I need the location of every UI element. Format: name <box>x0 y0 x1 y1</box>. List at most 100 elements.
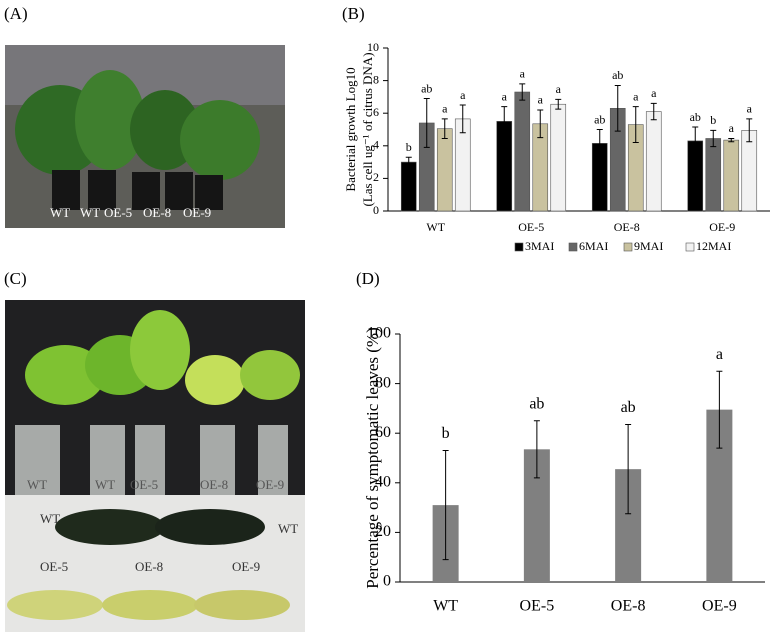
error-bar <box>442 450 449 561</box>
bar <box>514 91 531 212</box>
photo-label: OE-8 <box>200 477 228 492</box>
significance-letter: a <box>460 88 466 102</box>
panel-label: (D) <box>356 269 380 288</box>
significance-letter: a <box>716 346 723 363</box>
legend-swatch <box>685 242 695 252</box>
error-bar <box>555 98 562 110</box>
significance-letter: ab <box>594 112 605 126</box>
legend-label: 12MAI <box>696 239 731 253</box>
photo-c: WT WT OE-5 OE-8 OE-9 WT WT OE-5 OE-8 OE-… <box>5 300 305 632</box>
significance-letter: b <box>442 425 450 442</box>
error-bar <box>596 129 603 158</box>
error-bar <box>710 129 717 148</box>
x-tick-label: OE-5 <box>520 598 555 615</box>
photo-label: OE-5 <box>104 205 132 220</box>
error-bar <box>746 118 753 143</box>
photo-label: OE-5 <box>130 477 158 492</box>
error-bar <box>537 109 544 139</box>
y-tick-label: 10 <box>367 40 379 54</box>
y-axis-label: Bacterial growth Log10 <box>343 67 358 191</box>
photo-label: OE-9 <box>232 559 260 574</box>
x-tick-label: WT <box>433 598 458 615</box>
error-bar <box>533 420 540 479</box>
error-bar <box>632 106 639 144</box>
significance-letter: ab <box>621 399 636 416</box>
photo-label: WT <box>278 521 298 536</box>
bar <box>705 138 722 212</box>
bar <box>550 103 567 212</box>
significance-letter: a <box>442 102 448 116</box>
legend-label: 9MAI <box>634 239 663 253</box>
legend-swatch <box>623 242 633 252</box>
legend-swatch <box>568 242 578 252</box>
significance-letter: ab <box>690 110 701 124</box>
error-bar <box>405 156 412 168</box>
significance-letter: b <box>710 113 716 127</box>
x-tick-label: OE-5 <box>518 220 544 234</box>
significance-letter: a <box>729 121 735 135</box>
significance-letter: a <box>502 89 508 103</box>
x-tick-label: OE-9 <box>709 220 735 234</box>
bar <box>741 130 758 212</box>
significance-letter: a <box>520 67 526 81</box>
y-tick-label: 80 <box>375 374 391 391</box>
photo-a: WT WT OE-5 OE-8 OE-9 <box>5 45 285 228</box>
panel-label: (B) <box>342 4 365 23</box>
legend-label: 6MAI <box>579 239 608 253</box>
photo-label: OE-8 <box>135 559 163 574</box>
bar <box>723 139 740 212</box>
y-tick-label: 40 <box>375 473 391 490</box>
significance-letter: ab <box>612 68 623 82</box>
photo-label: OE-9 <box>183 205 211 220</box>
y-axis-label: Percentage of symptomatic leaves (%) <box>363 327 382 589</box>
error-bar <box>519 83 526 101</box>
error-bar <box>501 106 508 137</box>
error-bar <box>716 370 723 449</box>
y-tick-label: 6 <box>373 105 379 119</box>
photo-label: WT <box>95 477 115 492</box>
photo-label: OE-9 <box>256 477 284 492</box>
bar <box>436 128 453 212</box>
y-tick-label: 8 <box>373 72 379 86</box>
error-bar <box>692 126 699 156</box>
y-tick-label: 0 <box>383 573 391 590</box>
panel-label: (C) <box>4 269 27 288</box>
significance-letter: a <box>538 93 544 107</box>
y-tick-label: 2 <box>373 170 379 184</box>
photo-label: WT <box>27 477 47 492</box>
x-tick-label: OE-8 <box>614 220 640 234</box>
bar <box>400 161 417 212</box>
x-tick-label: OE-9 <box>702 598 737 615</box>
error-bar <box>625 424 632 515</box>
legend-swatch <box>514 242 524 252</box>
error-bar <box>650 102 657 121</box>
y-tick-label: 20 <box>375 523 391 540</box>
panel-label: (A) <box>4 4 28 23</box>
y-tick-label: 100 <box>367 325 391 342</box>
x-tick-label: OE-8 <box>611 598 646 615</box>
photo-label: OE-8 <box>143 205 171 220</box>
error-bar <box>614 84 621 132</box>
error-bar <box>423 98 430 148</box>
y-tick-label: 60 <box>375 424 391 441</box>
photo-label: WT <box>80 205 100 220</box>
error-bar <box>441 118 448 139</box>
significance-letter: a <box>747 102 753 116</box>
error-bar <box>459 104 466 134</box>
y-tick-label: 0 <box>373 203 379 217</box>
photo-label: OE-5 <box>40 559 68 574</box>
legend-label: 3MAI <box>525 239 554 253</box>
y-tick-label: 4 <box>373 138 379 152</box>
bar <box>645 111 662 212</box>
significance-letter: ab <box>529 395 544 412</box>
y-axis-label: (Las cell ug⁻¹ of citrus DNA) <box>360 52 375 206</box>
significance-letter: a <box>633 89 639 103</box>
significance-letter: ab <box>421 81 432 95</box>
photo-label: WT <box>40 511 60 526</box>
x-tick-label: WT <box>426 220 445 234</box>
significance-letter: b <box>406 140 412 154</box>
significance-letter: a <box>556 82 562 96</box>
error-bar <box>728 137 735 143</box>
